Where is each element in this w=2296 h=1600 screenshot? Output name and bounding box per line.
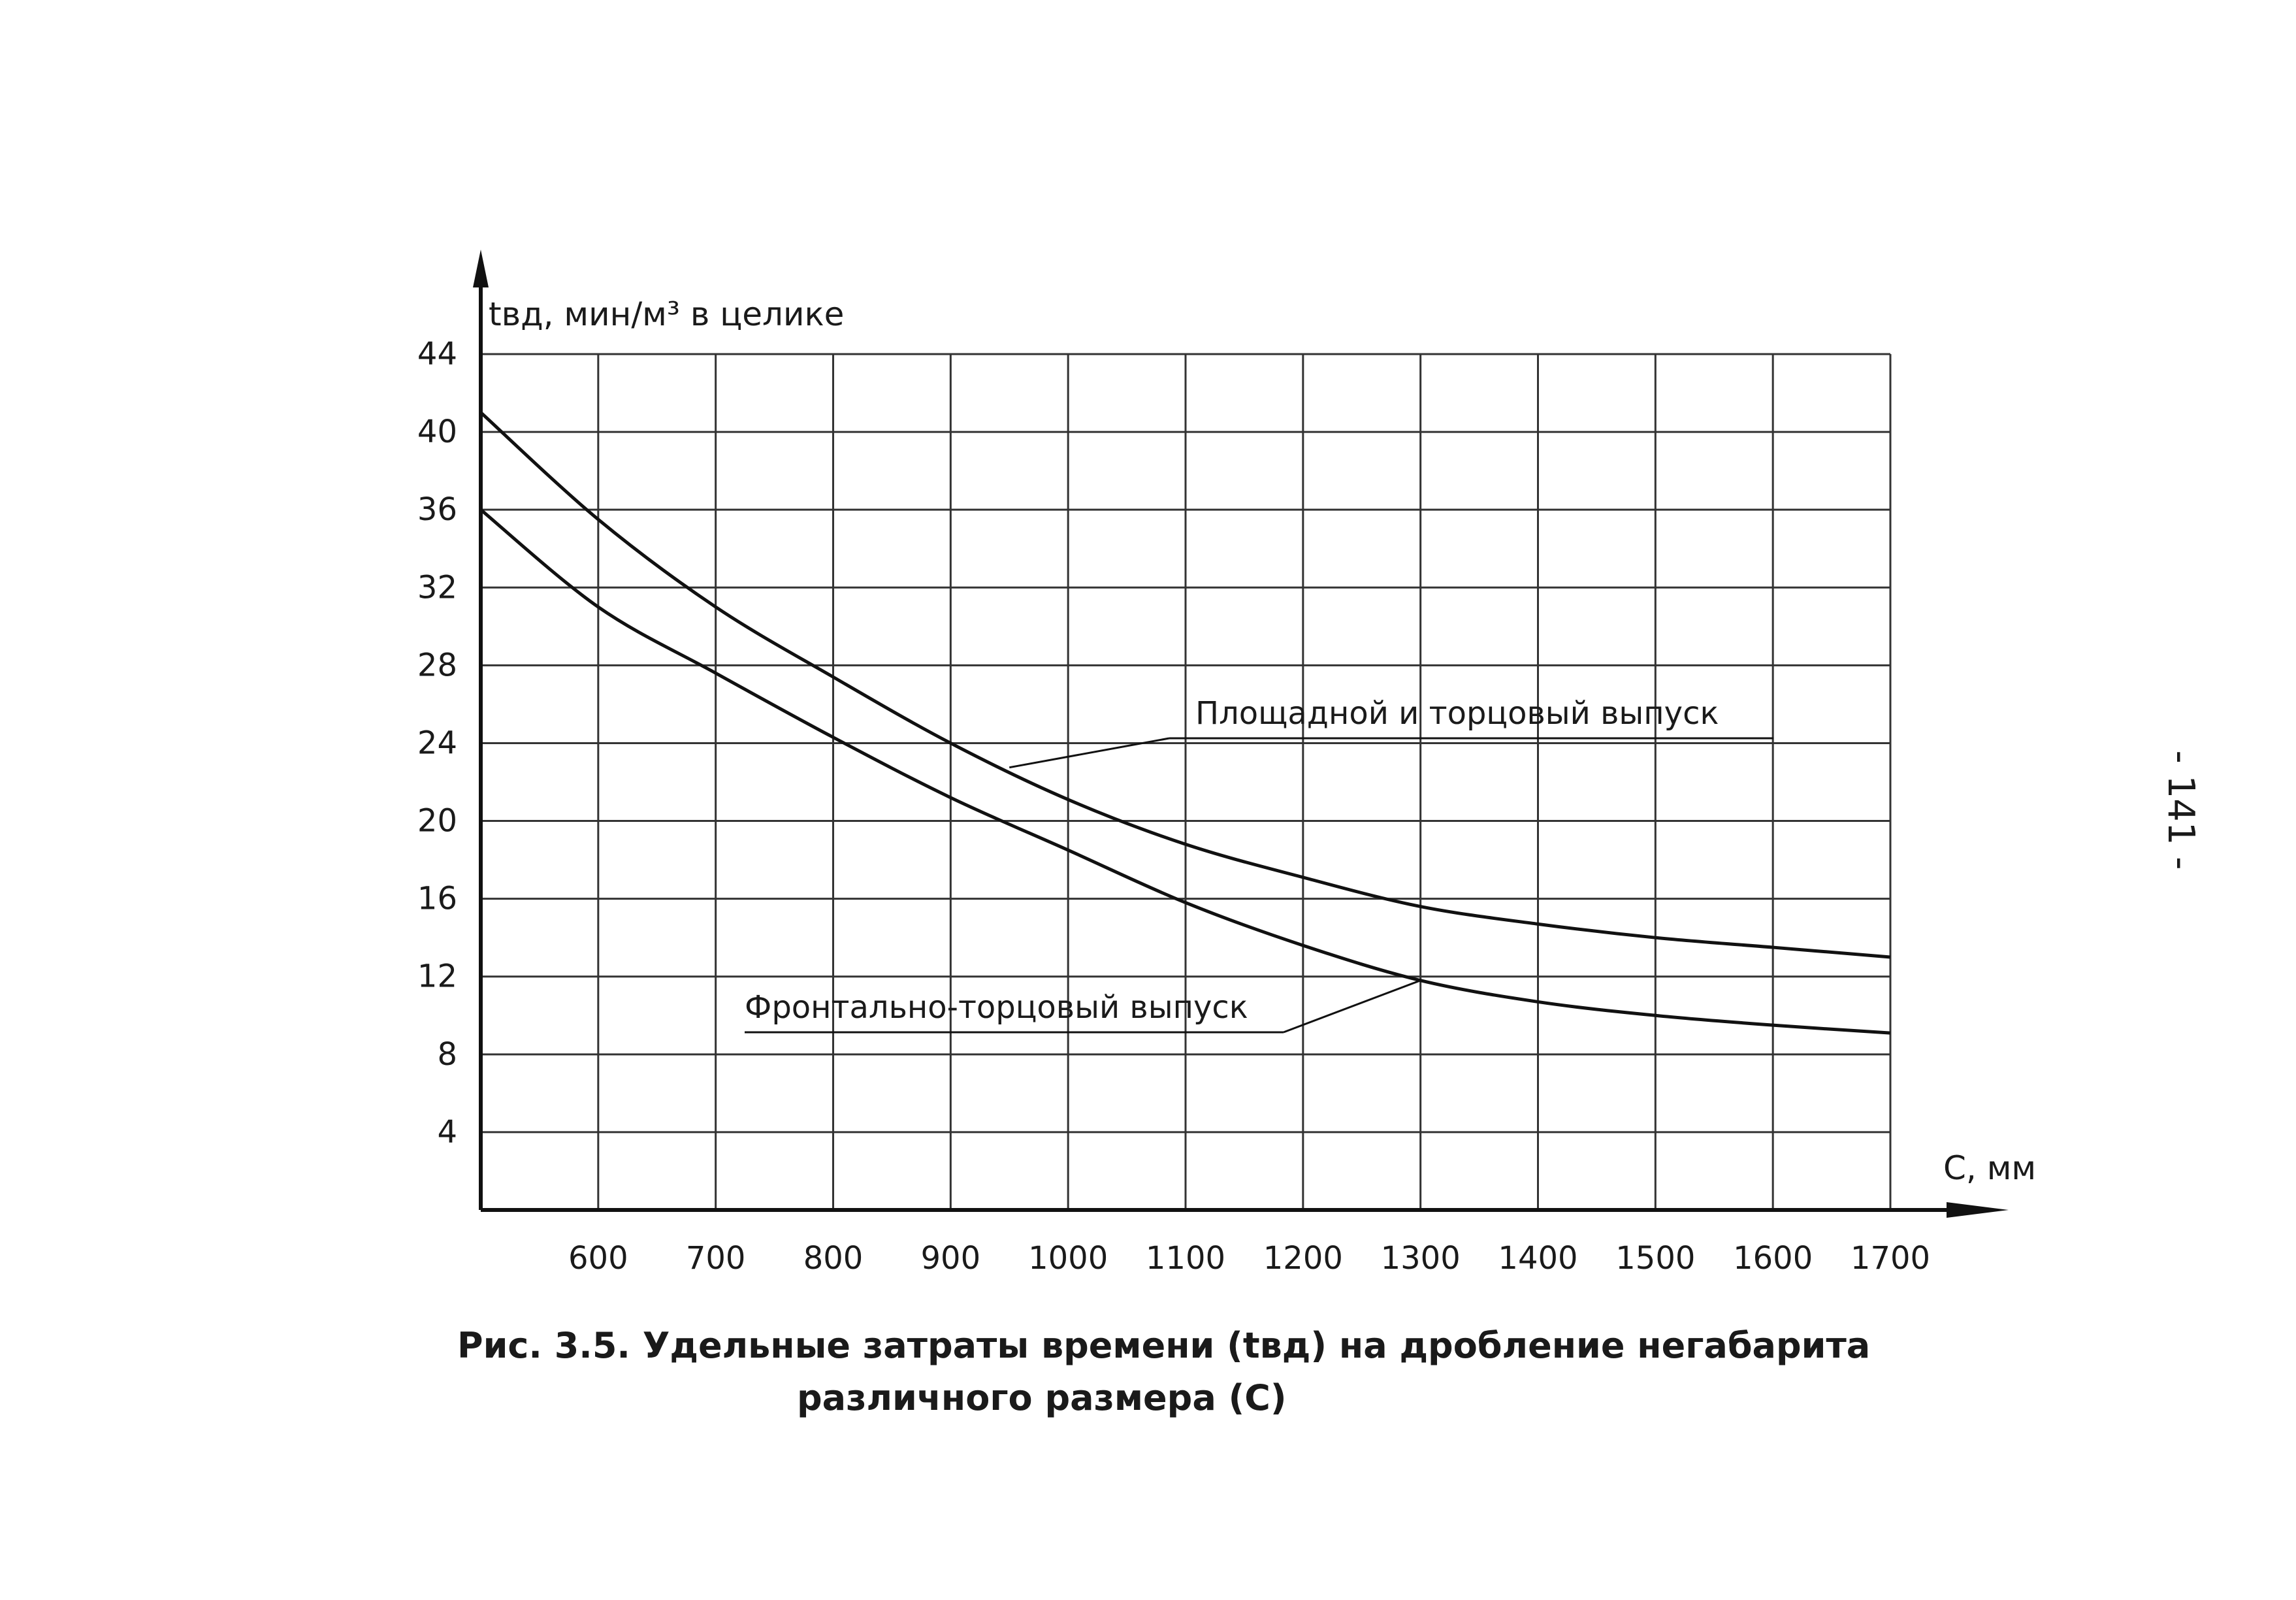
x-tick-label: 1300 <box>1381 1240 1461 1277</box>
series-line-1 <box>479 411 1891 959</box>
y-tick-label: 4 <box>437 1114 457 1151</box>
y-tick-label: 12 <box>417 958 457 995</box>
y-tick-label: 32 <box>417 569 457 606</box>
chart-axes <box>473 250 2009 1218</box>
series-label: Фронтально-торцовый выпуск <box>745 989 1248 1026</box>
x-tick-label: 1700 <box>1851 1240 1930 1277</box>
y-tick-label: 44 <box>417 336 457 372</box>
series-label: Площадной и торцовый выпуск <box>1195 695 1719 732</box>
x-tick-label: 800 <box>803 1240 864 1277</box>
y-tick-label: 8 <box>437 1036 457 1073</box>
y-tick-label: 28 <box>417 647 457 683</box>
y-axis-arrow <box>473 250 489 287</box>
x-tick-label: 1500 <box>1615 1240 1695 1277</box>
x-tick-label: 1100 <box>1146 1240 1225 1277</box>
x-tick-label: 700 <box>686 1240 746 1277</box>
y-tick-label: 24 <box>417 725 457 761</box>
x-tick-label: 1600 <box>1733 1240 1813 1277</box>
caption-line-1: Рис. 3.5. Удельные затраты времени (tвд)… <box>457 1325 1870 1366</box>
x-axis-title: С, мм <box>1943 1149 2036 1187</box>
series-line-2 <box>479 508 1891 1035</box>
caption-line-2: различного размера (С) <box>797 1377 1287 1418</box>
x-tick-label: 1200 <box>1263 1240 1343 1277</box>
x-tick-label: 600 <box>568 1240 628 1277</box>
x-tick-label: 900 <box>921 1240 981 1277</box>
y-tick-label: 40 <box>417 414 457 450</box>
series-label-leader <box>1283 979 1421 1034</box>
series-label-leader <box>1009 737 1170 769</box>
x-tick-label: 1000 <box>1028 1240 1108 1277</box>
y-tick-label: 20 <box>417 803 457 840</box>
x-tick-label: 1400 <box>1498 1240 1577 1277</box>
page-number: - 141 - <box>2159 751 2202 870</box>
y-tick-label: 36 <box>417 491 457 528</box>
x-axis-arrow <box>1947 1202 2009 1218</box>
y-tick-label: 16 <box>417 881 457 917</box>
chart-grid <box>481 353 1892 1210</box>
y-axis-title: tвд, мин/м³ в целике <box>489 295 844 333</box>
